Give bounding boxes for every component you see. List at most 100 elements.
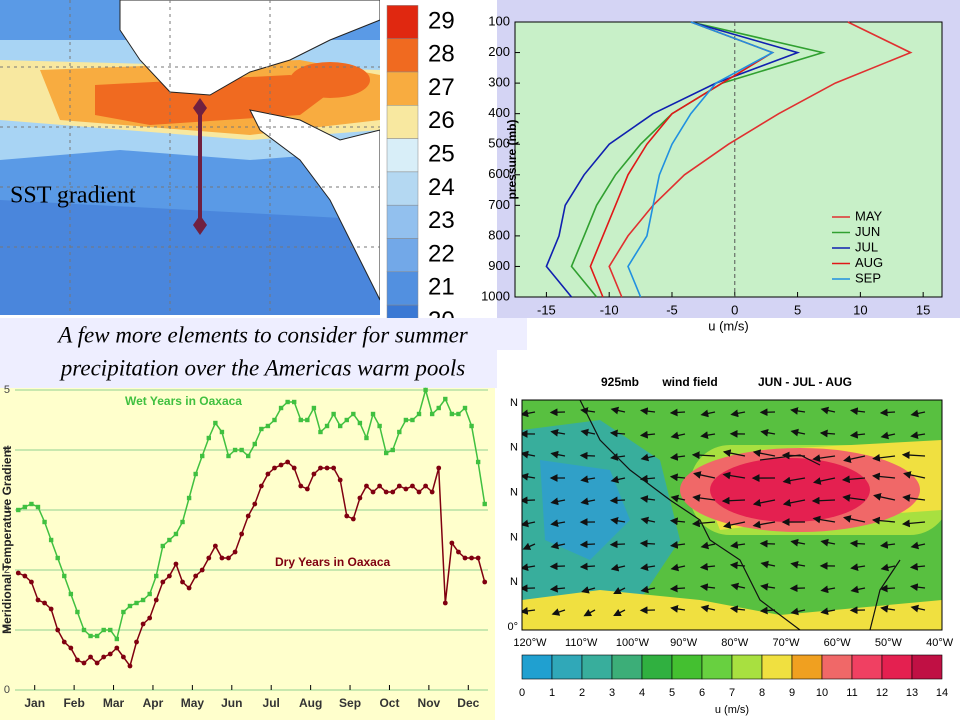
wind-arrow <box>729 605 746 614</box>
wind-arrow <box>670 453 686 461</box>
wind-arrow <box>610 453 626 461</box>
marker <box>35 597 41 603</box>
wind-arrow <box>812 477 836 485</box>
marker <box>42 519 47 525</box>
y-tick-label: 500 <box>488 136 510 151</box>
wind-arrow <box>550 428 566 437</box>
colorbar-label: u (m/s) <box>715 704 749 716</box>
caption: precipitation over the Americas warm poo… <box>59 355 465 380</box>
wind-arrow <box>551 608 566 616</box>
colorbar-label: 21 <box>428 274 455 301</box>
wind-arrow <box>610 406 626 415</box>
wind-arrow <box>609 496 626 505</box>
colorbar-cell <box>881 654 913 680</box>
marker <box>140 597 146 603</box>
x-tick-label: 15 <box>916 302 930 317</box>
colorbar-tick: 11 <box>846 687 857 699</box>
marker <box>291 465 297 471</box>
wind-arrow <box>873 493 896 501</box>
wind-arrow <box>700 409 716 418</box>
marker <box>397 429 402 435</box>
marker <box>193 471 198 477</box>
wind-arrow <box>670 605 686 613</box>
marker <box>226 555 231 561</box>
marker <box>55 555 60 561</box>
marker <box>383 489 389 495</box>
colorbar-tick: 1 <box>549 687 555 699</box>
marker <box>186 495 192 501</box>
marker <box>390 489 396 495</box>
marker <box>101 654 107 660</box>
y-axis-label: pressure (mb) <box>505 119 519 199</box>
marker <box>186 585 192 591</box>
marker <box>278 405 284 411</box>
wind-arrow <box>843 515 866 523</box>
marker <box>285 399 290 405</box>
wind-arrow <box>880 431 896 440</box>
colorbar-cell <box>581 654 613 680</box>
marker <box>107 651 113 657</box>
marker <box>134 600 139 606</box>
wind-arrow <box>669 517 686 526</box>
x-tick-label: 50°W <box>875 637 903 649</box>
marker <box>436 405 441 411</box>
x-tick-label: Feb <box>63 696 84 710</box>
marker <box>469 423 474 429</box>
wind-arrow <box>721 496 746 505</box>
wind-arrow <box>692 494 716 502</box>
y-tick-label: 100 <box>488 13 510 28</box>
wind-arrow <box>550 497 566 506</box>
x-tick-label: -10 <box>600 302 619 317</box>
wind-arrow <box>700 541 716 550</box>
wind-arrow <box>579 451 596 460</box>
marker <box>166 573 172 579</box>
x-tick-label: Nov <box>418 696 441 710</box>
wind-arrow <box>580 475 596 484</box>
x-tick-label: Apr <box>143 696 164 710</box>
colorbar-cell <box>386 171 419 206</box>
colorbar-label: 28 <box>428 41 455 68</box>
marker <box>206 435 211 441</box>
marker <box>311 471 317 477</box>
wind-arrow <box>722 471 746 480</box>
marker <box>75 657 80 663</box>
series-line <box>589 21 775 298</box>
marker <box>337 423 343 429</box>
marker <box>370 411 376 417</box>
marker <box>311 405 317 411</box>
y-tick-label: N <box>510 576 518 588</box>
marker <box>153 597 159 603</box>
marker <box>108 627 113 633</box>
marker <box>318 429 323 435</box>
wind-arrow <box>880 541 896 549</box>
wind-arrow <box>522 519 536 528</box>
wind-arrow <box>693 471 716 479</box>
colorbar-tick: 14 <box>936 687 948 699</box>
colorbar-tick: 13 <box>906 687 918 699</box>
wind-arrow <box>909 562 926 571</box>
marker <box>160 543 166 549</box>
wind-arrow <box>549 562 566 571</box>
x-tick-label: Jun <box>221 696 242 710</box>
wind-arrow <box>609 540 626 549</box>
series-line <box>627 21 775 298</box>
wind-arrow <box>880 605 896 613</box>
marker <box>22 504 28 510</box>
wind-arrow <box>550 541 566 550</box>
x-tick-label: 80°W <box>721 637 749 649</box>
marker <box>292 399 297 405</box>
marker <box>324 465 330 471</box>
caption-box <box>0 318 527 388</box>
marker <box>456 549 461 555</box>
wind-arrow <box>610 563 626 572</box>
wind-arrow <box>579 540 596 549</box>
marker <box>423 387 428 393</box>
colorbar-cell <box>386 138 419 173</box>
colorbar-label: 23 <box>428 207 455 234</box>
colorbar-tick: 2 <box>579 687 585 699</box>
marker <box>232 447 238 453</box>
x-tick-label: 90°W <box>670 637 698 649</box>
colorbar-tick: 7 <box>729 687 735 699</box>
wind-arrow <box>669 584 686 593</box>
wind-arrow <box>849 407 866 416</box>
